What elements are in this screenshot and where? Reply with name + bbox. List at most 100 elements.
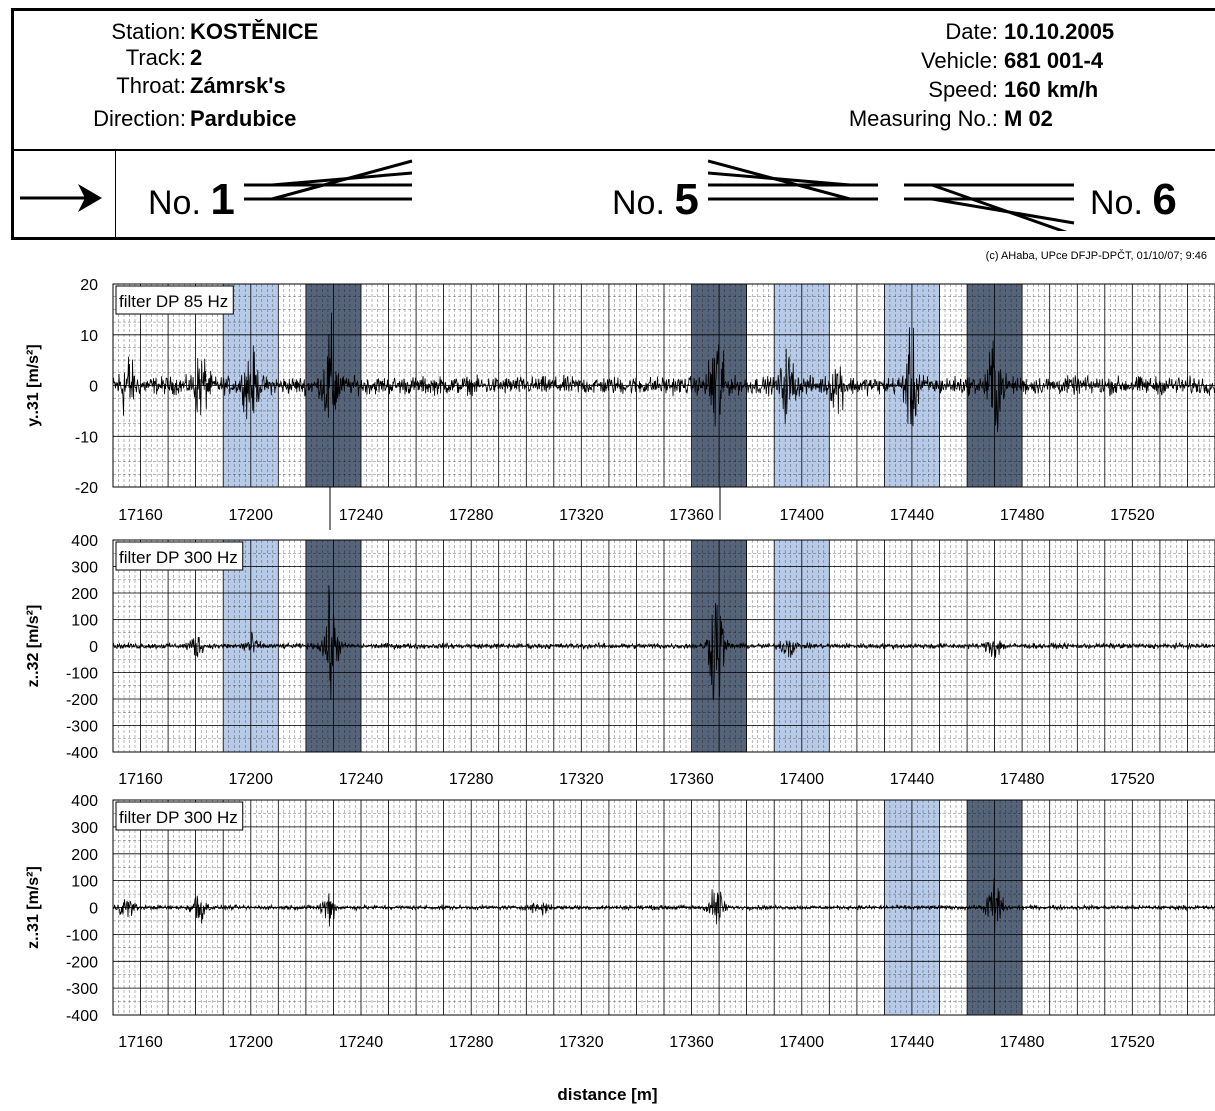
x-tick-label-1-6: 17360 — [669, 507, 714, 524]
x-tick-label-2-2: 17200 — [229, 771, 274, 788]
x-axis-label: distance [m] — [557, 1085, 658, 1104]
vehicle-label: Vehicle: — [920, 48, 998, 73]
x-tick-label-2-3: 17240 — [339, 771, 384, 788]
speed-value: 160 km/h — [1004, 77, 1099, 102]
x-tick-label-2-6: 17360 — [669, 771, 714, 788]
signal-line-2 — [112, 585, 1215, 701]
signal-line-3 — [112, 877, 1215, 938]
switch-5-diagram-icon — [708, 159, 878, 201]
direction-row: Direction: Pardubice — [14, 106, 514, 131]
station-label: Station: — [111, 19, 186, 44]
header-panel: Station: KOSTĚNICE Track: 2 Throat: Zámr… — [11, 8, 1215, 240]
switch-5-number: 5 — [674, 175, 699, 224]
x-tick-label-1-1: 17160 — [118, 507, 163, 524]
switch-6-label: No. 6 — [1090, 175, 1177, 225]
measuring-value: M 02 — [1004, 106, 1053, 131]
x-tick-label-3-6: 17360 — [669, 1034, 714, 1051]
y-tick-label-1-5: -20 — [75, 480, 98, 497]
x-tick-label-1-2: 17200 — [229, 507, 274, 524]
y-tick-label-2-5: 0 — [89, 639, 98, 656]
x-tick-label-3-10: 17520 — [1110, 1034, 1155, 1051]
copyright-note: (c) AHaba, UPce DFJP-DPČT, 01/10/07; 9:4… — [985, 250, 1207, 262]
track-value: 2 — [190, 45, 203, 70]
switch-5-label: No. 5 — [612, 175, 699, 225]
y-tick-label-3-2: 300 — [71, 820, 98, 837]
x-tick-label-3-1: 17160 — [118, 1034, 163, 1051]
y-tick-label-3-1: 400 — [71, 793, 98, 810]
date-row: Date: 10.10.2005 — [714, 19, 1194, 44]
switch-6-prefix: No. — [1090, 184, 1143, 222]
header-divider — [14, 149, 1215, 151]
x-tick-label-2-5: 17320 — [559, 771, 604, 788]
switch-1-diagram-icon — [244, 159, 413, 201]
x-tick-label-1-8: 17440 — [890, 507, 935, 524]
filter-label-box-1 — [115, 285, 234, 315]
x-tick-label-3-2: 17200 — [229, 1034, 274, 1051]
throat-label: Throat: — [116, 73, 186, 98]
y-tick-label-2-9: -400 — [66, 745, 98, 762]
x-tick-label-1-3: 17240 — [339, 507, 384, 524]
plot-frame-1 — [112, 283, 1215, 488]
x-tick-label-2-1: 17160 — [118, 771, 163, 788]
x-tick-label-2-9: 17480 — [1000, 771, 1045, 788]
x-tick-label-3-5: 17320 — [559, 1034, 604, 1051]
y-axis-label-1: y..31 [m/s²] — [25, 344, 42, 426]
y-tick-label-1-1: 20 — [80, 277, 98, 294]
date-label: Date: — [945, 19, 998, 44]
filter-label-1: filter DP 85 Hz — [119, 292, 228, 311]
y-tick-label-1-2: 10 — [80, 328, 98, 345]
filter-label-2: filter DP 300 Hz — [119, 548, 238, 567]
throat-value: Zámrsk's — [190, 73, 286, 98]
filter-label-box-2 — [115, 541, 244, 571]
station-value: KOSTĚNICE — [190, 19, 319, 44]
y-tick-label-3-8: -300 — [66, 981, 98, 998]
x-tick-label-1-4: 17280 — [449, 507, 494, 524]
plot-frame-2 — [112, 539, 1215, 753]
y-tick-label-3-5: 0 — [89, 901, 98, 918]
x-tick-label-2-8: 17440 — [890, 771, 935, 788]
y-axis-label-3: z..31 [m/s²] — [25, 866, 42, 949]
direction-arrow-icon — [20, 184, 102, 212]
y-tick-label-1-3: 0 — [89, 379, 98, 396]
x-tick-label-3-8: 17440 — [890, 1034, 935, 1051]
y-tick-label-2-6: -100 — [66, 666, 98, 683]
signal-line-1 — [112, 312, 1215, 433]
y-tick-label-2-1: 400 — [71, 533, 98, 550]
x-tick-label-3-4: 17280 — [449, 1034, 494, 1051]
throat-row: Throat: Zámrsk's — [14, 73, 514, 98]
y-tick-label-2-2: 300 — [71, 560, 98, 577]
y-tick-label-2-7: -200 — [66, 692, 98, 709]
vehicle-value: 681 001-4 — [1004, 48, 1104, 73]
y-tick-label-2-3: 200 — [71, 586, 98, 603]
x-tick-label-1-7: 17400 — [780, 507, 825, 524]
switch-1-prefix: No. — [148, 184, 201, 222]
measuring-row: Measuring No.: M 02 — [714, 106, 1194, 131]
x-tick-label-3-3: 17240 — [339, 1034, 384, 1051]
x-tick-label-3-9: 17480 — [1000, 1034, 1045, 1051]
x-tick-label-2-4: 17280 — [449, 771, 494, 788]
track-row: Track: 2 — [14, 45, 514, 70]
y-tick-label-3-6: -100 — [66, 927, 98, 944]
switch-6-number: 6 — [1152, 175, 1177, 224]
x-tick-label-3-7: 17400 — [780, 1034, 825, 1051]
vehicle-row: Vehicle: 681 001-4 — [714, 48, 1194, 73]
y-tick-label-3-4: 100 — [71, 874, 98, 891]
x-tick-label-1-5: 17320 — [559, 507, 604, 524]
track-label: Track: — [125, 45, 186, 70]
y-tick-label-1-4: -10 — [75, 429, 98, 446]
switch-1-label: No. 1 — [148, 175, 235, 225]
direction-value: Pardubice — [190, 106, 297, 131]
x-tick-label-1-9: 17480 — [1000, 507, 1045, 524]
direction-label: Direction: — [93, 106, 186, 131]
switch-1-number: 1 — [210, 175, 235, 224]
y-tick-label-3-7: -200 — [66, 954, 98, 971]
switch-6-diagram-icon — [904, 183, 1075, 231]
speed-row: Speed: 160 km/h — [714, 77, 1194, 102]
x-tick-label-1-10: 17520 — [1110, 507, 1155, 524]
y-tick-label-3-9: -400 — [66, 1008, 98, 1025]
y-tick-label-2-4: 100 — [71, 613, 98, 630]
station-row: Station: KOSTĚNICE — [14, 19, 514, 44]
x-tick-label-2-7: 17400 — [780, 771, 825, 788]
arrow-divider — [115, 151, 116, 237]
